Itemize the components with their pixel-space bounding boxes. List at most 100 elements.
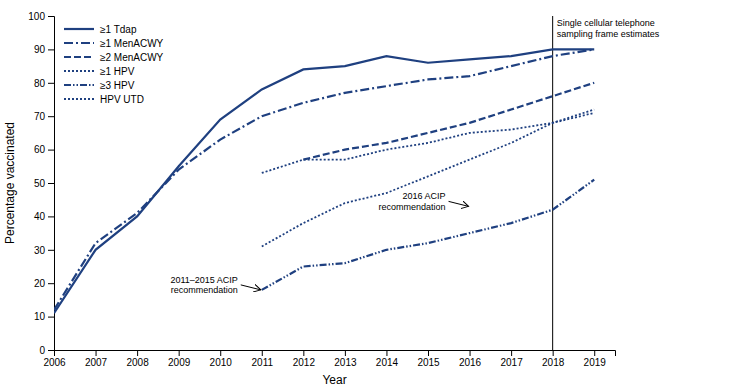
y-tick-mark [48,83,54,84]
x-tick-label: 2011 [252,357,274,368]
lines-group [54,16,594,350]
x-tick-label: 2013 [334,357,357,368]
legend-label: ≥1 HPV [100,66,135,77]
x-tick: 2013 [334,350,357,368]
annotation-arrow [241,285,261,290]
series-line [303,83,594,160]
y-tick-mark [48,183,54,184]
x-tick: 2018 [542,350,565,368]
x-tick-mark [262,350,263,356]
y-tick-mark [48,317,54,318]
x-tick: 2006 [43,350,66,368]
x-tick-mark [179,350,180,356]
x-axis: 2006 2007 2008 2009 2010 2011 2012 2013 2014 2015… [43,350,615,368]
legend-swatch [64,84,94,86]
y-tick-label: 100 [28,11,45,22]
x-tick-label: 2017 [500,357,523,368]
legend-item: ≥3 HPV [64,80,135,91]
annotation-text: 2016 ACIPrecommendation [379,191,446,211]
y-tick-mark [48,350,54,351]
annotation-text: 2011–2015 ACIPrecommendation [170,275,237,295]
x-tick: 2012 [293,350,316,368]
y-tick-mark [48,16,54,17]
legend-label: ≥3 HPV [100,80,135,91]
x-tick-mark [428,350,429,356]
legend-swatch [64,42,94,44]
series-line [262,113,594,247]
legend-item: ≥1 MenACWY [64,38,164,49]
text-line: 2011–2015 ACIP [170,275,237,285]
legend-item: ≥1 Tdap [64,24,137,35]
x-tick-mark [594,350,595,356]
y-tick: 30 [34,245,54,256]
y-tick-label: 0 [39,345,45,356]
x-tick: 2016 [459,350,482,368]
x-tick-label: 2007 [85,357,108,368]
legend-swatch [64,56,94,58]
y-tick: 0 [39,345,54,356]
legend: ≥1 Tdap ≥1 MenACWY ≥2 MenACWY ≥1 HPV ≥3 HPV H… [64,24,164,105]
x-tick: 2017 [500,350,523,368]
y-tick-label: 90 [34,44,46,55]
x-tick-label: 2015 [417,357,440,368]
x-tick: 2014 [376,350,399,368]
x-axis-line [55,351,616,357]
x-tick: 2019 [584,350,607,368]
legend-label: HPV UTD [100,94,144,105]
y-tick: 40 [34,211,54,222]
x-tick: 2007 [85,350,108,368]
x-tick-mark [137,350,138,356]
x-tick-mark [345,350,346,356]
x-tick-label: 2018 [542,357,565,368]
y-tick: 70 [34,111,54,122]
legend-swatch [64,98,94,100]
x-tick-mark [303,350,304,356]
plot-area: 2006200720082009201020112012201320142015… [3,11,660,387]
y-axis: 0 10 20 30 40 50 60 70 80 90 100 [28,11,54,356]
legend-item: HPV UTD [64,94,144,105]
y-tick: 10 [34,311,54,322]
y-tick-label: 80 [34,78,46,89]
text-line: Single cellular telephone [557,18,655,28]
y-tick-label: 30 [34,245,46,256]
y-tick-mark [48,150,54,151]
text-line: sampling frame estimates [557,29,660,39]
y-axis-line [48,17,55,351]
x-tick-label: 2012 [293,357,316,368]
annotation-arrow [449,201,469,206]
y-tick-label: 50 [34,178,46,189]
y-tick: 60 [34,144,54,155]
x-axis-title: Year [322,373,346,387]
x-tick-mark [511,350,512,356]
x-tick-mark [386,350,387,356]
legend-swatch [64,28,94,30]
y-tick-mark [48,283,54,284]
x-tick-label: 2009 [168,357,191,368]
x-tick: 2008 [126,350,149,368]
x-tick-label: 2016 [459,357,482,368]
y-tick-mark [48,116,54,117]
x-tick-mark [220,350,221,356]
x-tick-label: 2006 [43,357,66,368]
legend-label: ≥1 MenACWY [100,38,164,49]
legend-label: ≥2 MenACWY [100,52,164,63]
text-line: recommendation [379,202,446,212]
x-tick-label: 2010 [210,357,233,368]
y-tick-label: 60 [34,144,46,155]
y-tick-label: 10 [34,311,46,322]
y-tick: 50 [34,178,54,189]
chart-container: 2006200720082009201020112012201320142015… [0,0,750,392]
y-tick: 20 [34,278,54,289]
reference-line [552,16,553,350]
series-line [262,110,594,173]
y-axis-title: Percentage vaccinated [3,122,17,244]
x-tick-label: 2014 [376,357,399,368]
y-tick: 100 [28,11,54,22]
legend-item: ≥2 MenACWY [64,52,164,63]
x-tick-label: 2008 [126,357,149,368]
series-line [262,180,594,290]
text-line: recommendation [171,285,238,295]
x-tick-mark [96,350,97,356]
legend-label: ≥1 Tdap [100,24,137,35]
y-tick-mark [48,216,54,217]
